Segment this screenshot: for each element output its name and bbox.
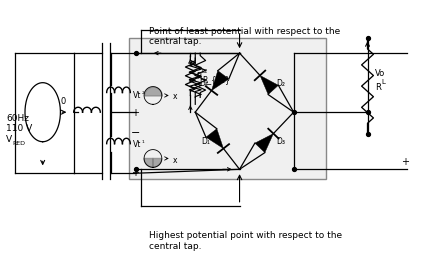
Polygon shape [260,76,279,95]
Text: 110 V: 110 V [6,124,33,133]
Text: −: − [131,127,141,137]
Text: D₂: D₂ [276,79,285,88]
Text: L2: L2 [201,69,208,74]
Polygon shape [255,134,273,153]
Text: Highest potential point with respect to the
central tap.: Highest potential point with respect to … [149,230,342,250]
Text: L: L [381,79,385,85]
Text: R_{L2}: R_{L2} [202,75,230,84]
Text: Point of least potential with respect to the
central tap.: Point of least potential with respect to… [149,26,340,46]
Text: +: + [131,108,139,118]
Text: R: R [196,72,202,81]
Text: D₃: D₃ [276,137,285,146]
Text: −: − [131,49,141,59]
Text: D₁: D₁ [201,137,210,146]
Text: V: V [6,135,12,144]
Text: Vt: Vt [133,91,142,100]
Text: ₂: ₂ [141,88,144,94]
Text: x: x [173,155,177,164]
Polygon shape [212,71,229,91]
Text: x: x [173,92,177,101]
Text: +: + [401,157,409,167]
Text: ₁: ₁ [141,137,144,143]
Text: Vo: Vo [375,69,386,77]
Bar [129,39,326,179]
Text: RED: RED [13,141,26,146]
Text: +: + [131,168,139,178]
Text: 60Hz: 60Hz [6,113,29,122]
Text: D₄: D₄ [199,79,208,88]
Polygon shape [206,129,223,149]
Text: 0: 0 [60,97,66,105]
Text: Vt: Vt [133,140,142,149]
Text: R: R [375,82,381,91]
